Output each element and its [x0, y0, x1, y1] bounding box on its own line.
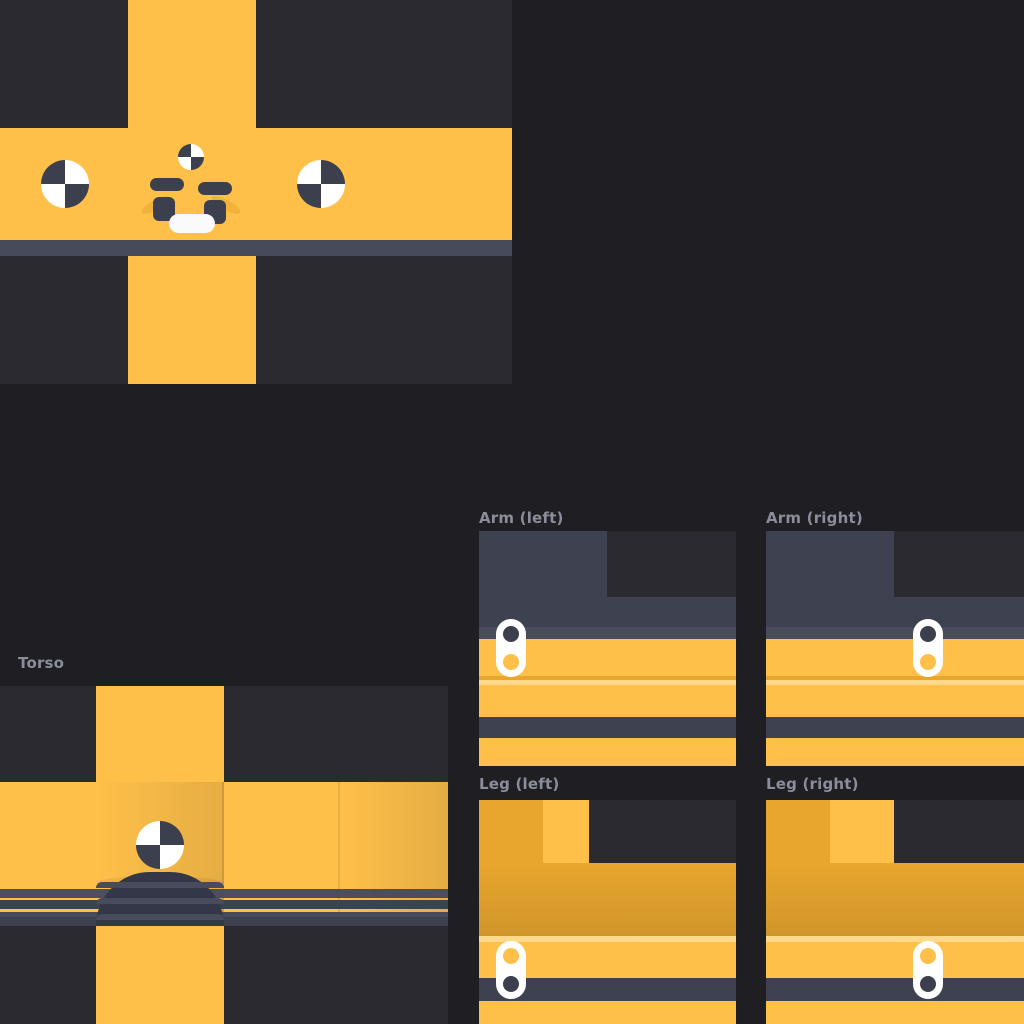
leg-right-texture-canvas[interactable]: [766, 800, 1024, 1024]
leg-left-row-gold-light: [479, 936, 736, 942]
torso-cell-bottom-left: [0, 926, 96, 1024]
leg-left-texture-canvas[interactable]: [479, 800, 736, 1024]
head-face-top: [128, 0, 256, 128]
panel-leg-right-label: Leg (right): [766, 775, 859, 793]
arm-left-row-slate-light: [479, 627, 736, 639]
leg-right-row-gold-dark-2: [766, 915, 1024, 936]
arm-right-cell-top-right: [894, 531, 1024, 597]
torso-cell-bottom-right: [224, 926, 448, 1024]
leg-right-row-slate: [766, 978, 1024, 1001]
arm-left-row-slate-2: [479, 717, 736, 738]
torso-seam-a: [222, 782, 224, 926]
panel-leg-left[interactable]: [479, 800, 736, 1024]
arm-right-joint-handle[interactable]: [913, 619, 943, 677]
arm-left-row-gold-dark: [479, 676, 736, 680]
arm-left-texture-canvas[interactable]: [479, 531, 736, 766]
torso-texture-canvas[interactable]: [0, 686, 448, 1024]
arm-left-cell-top-right: [607, 531, 736, 597]
head-pinwheel-marker-small[interactable]: [178, 144, 204, 170]
leg-right-cell-top-a: [766, 800, 830, 863]
head-cell-top-left: [0, 0, 128, 128]
head-pinwheel-marker-right[interactable]: [297, 160, 345, 208]
leg-left-cell-top-right: [589, 800, 736, 863]
panel-leg-right[interactable]: [766, 800, 1024, 1024]
face-mouth: [169, 214, 215, 233]
torso-belt-bulge-line-3: [96, 914, 224, 920]
leg-left-row-slate: [479, 978, 736, 1001]
torso-face-bottom: [96, 926, 224, 1024]
panel-head[interactable]: Head: [0, 0, 512, 384]
arm-right-texture-canvas[interactable]: [766, 531, 1024, 766]
leg-left-row-gold-2: [479, 1001, 736, 1024]
arm-right-row-gold-3: [766, 738, 1024, 766]
panel-arm-right[interactable]: [766, 531, 1024, 766]
leg-right-cell-top-b: [830, 800, 894, 863]
arm-right-row-gold-2: [766, 685, 1024, 717]
torso-pinwheel-marker[interactable]: [136, 821, 184, 869]
panel-torso[interactable]: [0, 686, 448, 1024]
arm-right-row-gold-dark: [766, 676, 1024, 680]
arm-right-row-gold-1: [766, 639, 1024, 676]
head-cell-top-right: [256, 0, 512, 128]
torso-cell-top-right: [224, 686, 448, 782]
arm-left-row-slate: [479, 597, 736, 627]
leg-right-row-gold-1: [766, 942, 1024, 978]
torso-belt-stripe-2: [0, 900, 448, 909]
leg-left-cell-top-b: [543, 800, 589, 863]
arm-right-cell-top-left: [766, 531, 894, 597]
leg-left-cell-top-a: [479, 800, 543, 863]
panel-arm-left-label: Arm (left): [479, 509, 564, 527]
torso-belt-stripe-3: [0, 912, 448, 921]
panel-leg-left-label: Leg (left): [479, 775, 560, 793]
head-cell-bottom-left: [0, 256, 128, 384]
head-seam-strip: [0, 240, 512, 256]
leg-left-shading: [479, 863, 736, 936]
torso-belt-stripe-1: [0, 889, 448, 898]
panel-arm-left[interactable]: [479, 531, 736, 766]
leg-right-joint-handle[interactable]: [913, 941, 943, 999]
arm-left-row-gold-light: [479, 680, 736, 685]
leg-right-cell-top-right: [894, 800, 1024, 863]
torso-belt-bulge-line-2: [96, 898, 224, 904]
torso-cell-top-left: [0, 686, 96, 782]
torso-belt-bulge-line-1: [96, 882, 224, 888]
torso-face-top: [96, 686, 224, 782]
arm-left-joint-handle[interactable]: [496, 619, 526, 677]
leg-left-row-gold-dark-2: [479, 915, 736, 936]
leg-right-row-gold-dark-1: [766, 863, 1024, 915]
panel-arm-right-label: Arm (right): [766, 509, 863, 527]
face-eye-left: [153, 197, 175, 221]
head-cell-bottom-right: [256, 256, 512, 384]
arm-left-row-gold-3: [479, 738, 736, 766]
leg-right-row-gold-2: [766, 1001, 1024, 1024]
torso-seam-b: [338, 782, 340, 926]
arm-left-row-gold-2: [479, 685, 736, 717]
leg-left-row-gold-dark-1: [479, 863, 736, 915]
torso-belt-stripe-4: [0, 917, 448, 926]
face-brow-left: [150, 178, 184, 191]
leg-left-joint-handle[interactable]: [496, 941, 526, 999]
leg-right-row-gold-light: [766, 936, 1024, 942]
head-pinwheel-marker-left[interactable]: [41, 160, 89, 208]
arm-right-row-slate-light: [766, 627, 1024, 639]
head-face-bottom: [128, 256, 256, 384]
leg-right-shading: [766, 863, 1024, 936]
head-texture-canvas[interactable]: [0, 0, 512, 384]
arm-left-cell-top-left: [479, 531, 607, 597]
face-brow-right: [198, 182, 232, 195]
arm-right-row-gold-light: [766, 680, 1024, 685]
panel-torso-label: Torso: [18, 654, 65, 672]
arm-right-row-slate: [766, 597, 1024, 627]
arm-right-row-slate-2: [766, 717, 1024, 738]
